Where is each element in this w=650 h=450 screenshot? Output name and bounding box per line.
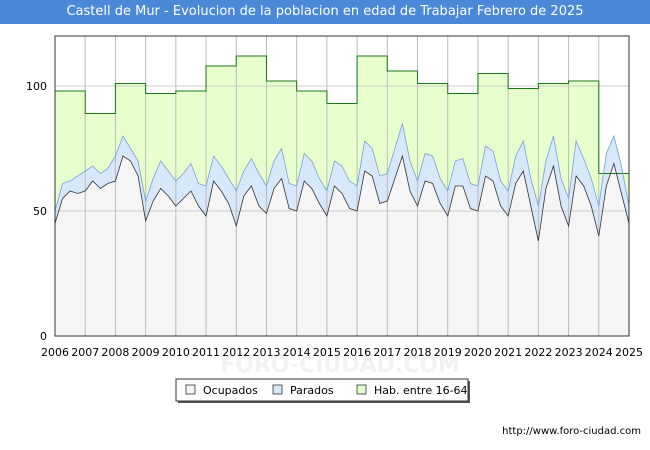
series-line-parados [54, 123, 630, 212]
legend: Ocupados Parados Hab. entre 16-64 [175, 378, 470, 403]
legend-swatch-hab-entre-16-64 [356, 384, 367, 395]
x-tick-label: 2019 [434, 346, 462, 359]
x-tick-label: 2022 [524, 346, 552, 359]
x-tick-label: 2020 [464, 346, 492, 359]
x-tick-label: 2012 [222, 346, 250, 359]
x-tick-label: 2024 [585, 346, 613, 359]
y-tick-label: 0 [40, 330, 47, 343]
legend-label-hab-entre-16-64: Hab. entre 16-64 [374, 384, 468, 397]
y-tick-label: 100 [26, 80, 47, 93]
series-line-ocupados [54, 154, 630, 242]
x-tick-label: 2010 [162, 346, 190, 359]
legend-swatch-ocupados [185, 384, 196, 395]
series-area-ocupados [55, 156, 629, 336]
y-tick-label: 50 [33, 205, 47, 218]
legend-box [175, 378, 469, 402]
x-tick-label: 2018 [404, 346, 432, 359]
legend-label-parados: Parados [290, 384, 334, 397]
x-tick-label: 2017 [373, 346, 401, 359]
x-tick-label: 2013 [252, 346, 280, 359]
x-tick-label: 2008 [101, 346, 129, 359]
source-credit: http://www.foro-ciudad.com [502, 426, 641, 437]
legend-label-ocupados: Ocupados [203, 384, 258, 397]
x-tick-label: 2016 [343, 346, 371, 359]
series-line-hab-16-64 [55, 55, 629, 174]
legend-swatch-parados [272, 384, 283, 395]
x-tick-label: 2023 [555, 346, 583, 359]
plot-frame [54, 35, 630, 337]
x-tick-label: 2015 [313, 346, 341, 359]
x-tick-label: 2006 [41, 346, 69, 359]
x-tick-label: 2009 [132, 346, 160, 359]
chart-title: Castell de Mur - Evolucion de la poblaci… [0, 0, 650, 24]
watermark: FORO-CIUDAD.COM [220, 353, 460, 378]
x-tick-label: 2021 [494, 346, 522, 359]
x-tick-label: 2011 [192, 346, 220, 359]
x-tick-label: 2014 [283, 346, 311, 359]
x-tick-label: 2025 [615, 346, 643, 359]
x-tick-label: 2007 [71, 346, 99, 359]
